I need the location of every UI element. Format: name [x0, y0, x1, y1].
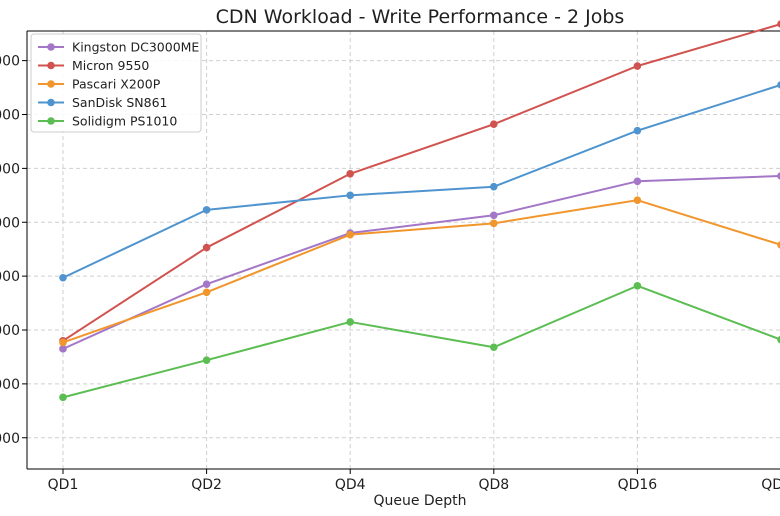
- data-point: [633, 126, 642, 135]
- y-tick-label: 000: [0, 215, 20, 231]
- series-line: [62, 199, 780, 344]
- legend: Kingston DC3000ME Micron 9550 Pascari X200…: [30, 33, 202, 133]
- legend-box: [30, 33, 202, 133]
- series-2: [59, 196, 780, 347]
- data-point: [490, 120, 498, 129]
- series-line: [62, 174, 780, 350]
- data-point: [777, 172, 780, 180]
- data-point: [777, 241, 780, 249]
- x-tick-label: QD4: [335, 477, 366, 493]
- x-tick-label: QD1: [48, 477, 79, 493]
- data-point: [346, 230, 355, 239]
- x-tick-label: QD16: [618, 477, 658, 493]
- series-line: [62, 284, 780, 399]
- data-point: [490, 343, 498, 352]
- legend-label: Pascari X200P: [72, 77, 161, 92]
- series-layer: [59, 20, 780, 402]
- data-point: [59, 273, 67, 282]
- y-tick-label: 000: [0, 161, 20, 177]
- y-tick-label: 000: [0, 108, 20, 124]
- chart-title: CDN Workload - Write Performance - 2 Job…: [216, 6, 625, 28]
- legend-marker: [47, 117, 55, 125]
- legend-label: Kingston DC3000ME: [72, 40, 199, 55]
- data-point: [202, 288, 211, 297]
- data-point: [346, 191, 355, 200]
- data-point: [202, 206, 211, 214]
- legend-label: SanDisk SN861: [72, 95, 167, 110]
- series-0: [59, 172, 780, 353]
- legend-entry: SanDisk SN861: [38, 95, 167, 110]
- data-point: [490, 211, 498, 220]
- data-point: [490, 219, 498, 228]
- x-tick-label: QD2: [191, 477, 222, 493]
- legend-marker: [47, 98, 55, 107]
- data-point: [59, 345, 67, 353]
- data-point: [633, 177, 642, 186]
- data-point: [777, 81, 780, 89]
- legend-entry: Kingston DC3000ME: [38, 40, 199, 55]
- data-point: [490, 182, 498, 191]
- legend-entry: Pascari X200P: [38, 77, 161, 92]
- legend-items: Kingston DC3000ME Micron 9550 Pascari X200…: [38, 40, 199, 129]
- data-point: [202, 243, 211, 252]
- data-point: [346, 169, 355, 178]
- series-3: [59, 81, 780, 282]
- series-line: [62, 84, 780, 279]
- legend-entry: Micron 9550: [38, 58, 149, 73]
- legend-label: Solidigm PS1010: [72, 114, 177, 129]
- x-axis-label: Queue Depth: [373, 493, 466, 509]
- y-tick-label: 000: [0, 269, 20, 285]
- x-tick-label: QD32: [761, 477, 780, 493]
- legend-entry: Solidigm PS1010: [38, 114, 177, 129]
- series-4: [59, 282, 780, 402]
- legend-label: Micron 9550: [72, 58, 149, 73]
- y-tick-label: 000: [0, 431, 20, 447]
- legend-marker: [47, 61, 55, 70]
- data-point: [633, 282, 642, 290]
- data-point: [777, 20, 780, 28]
- data-point: [633, 62, 642, 70]
- ticks-layer: QD1 QD2 QD4 QD8 QD16 QD32 000 000 000 000 000 000 00…: [0, 54, 780, 493]
- legend-marker: [47, 80, 55, 88]
- data-point: [346, 318, 355, 326]
- data-point: [202, 280, 211, 289]
- data-point: [777, 336, 780, 344]
- data-point: [202, 356, 211, 364]
- y-tick-label: 000: [0, 54, 20, 70]
- data-point: [633, 196, 642, 204]
- y-tick-label: 000: [0, 377, 20, 393]
- data-point: [59, 338, 67, 347]
- series-1: [59, 20, 780, 345]
- y-tick-label: 000: [0, 323, 20, 339]
- data-point: [59, 393, 67, 402]
- legend-marker: [47, 43, 55, 51]
- series-line: [62, 23, 780, 342]
- axes-layer: [26, 30, 780, 470]
- x-tick-label: QD8: [478, 477, 509, 493]
